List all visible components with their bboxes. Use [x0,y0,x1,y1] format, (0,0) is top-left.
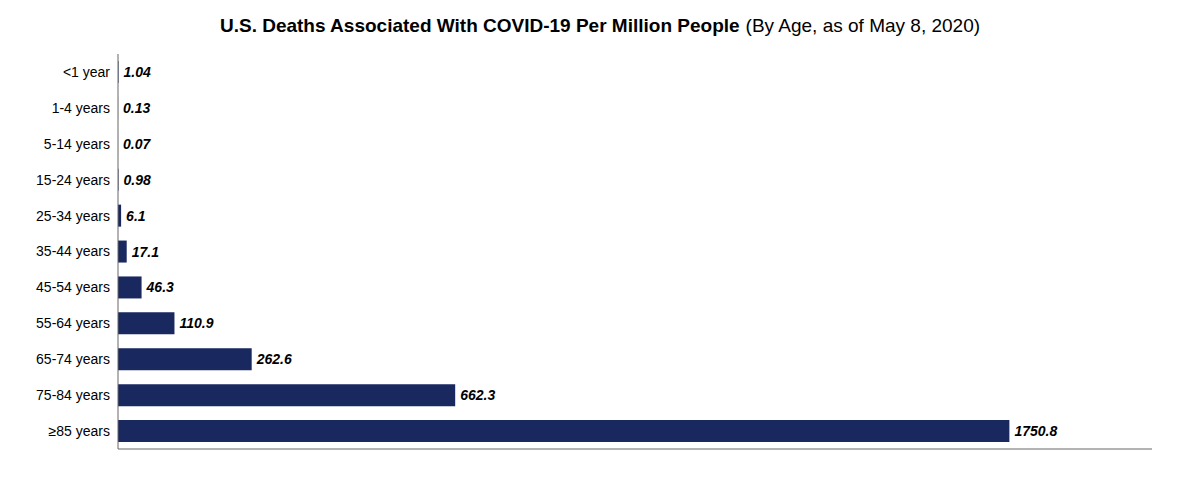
svg-text:75-84 years: 75-84 years [36,387,110,403]
svg-text:≥85 years: ≥85 years [49,423,110,439]
svg-text:662.3: 662.3 [460,387,495,403]
svg-text:17.1: 17.1 [132,244,159,260]
svg-text:55-64 years: 55-64 years [36,315,110,331]
svg-text:1-4 years: 1-4 years [52,100,110,116]
svg-text:15-24 years: 15-24 years [36,172,110,188]
svg-text:110.9: 110.9 [179,315,213,331]
svg-text:0.13: 0.13 [123,100,150,116]
svg-text:46.3: 46.3 [146,279,174,295]
svg-text:0.98: 0.98 [123,172,150,188]
svg-text:25-34 years: 25-34 years [36,208,110,224]
html-text:U.S. Deaths Associated With CO: U.S. Deaths Associated With COVID-19 Per… [220,15,980,36]
svg-text:45-54 years: 45-54 years [36,279,110,295]
svg-text:1.04: 1.04 [124,64,151,80]
svg-text:1750.8: 1750.8 [1014,423,1057,439]
svg-text:6.1: 6.1 [126,208,146,224]
svg-text:65-74 years: 65-74 years [36,351,110,367]
svg-text:35-44 years: 35-44 years [36,243,110,259]
svg-text:5-14 years: 5-14 years [44,136,110,152]
svg-text:0.07: 0.07 [123,136,151,152]
svg-text:262.6: 262.6 [256,351,292,367]
svg-text:<1 year: <1 year [63,64,110,80]
